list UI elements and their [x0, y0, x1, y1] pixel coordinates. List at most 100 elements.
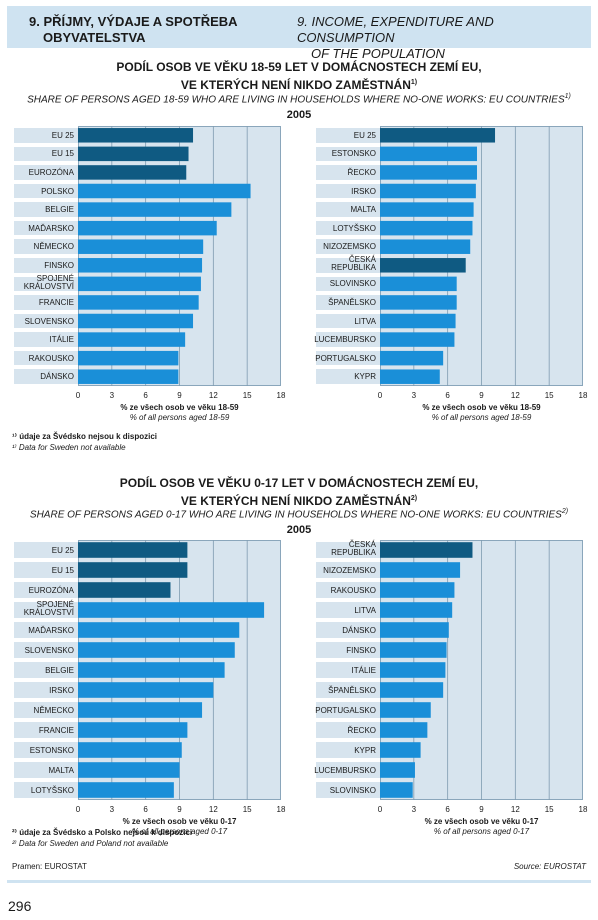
category-label: BELGIE [45, 665, 74, 675]
bar [380, 582, 455, 598]
bar [380, 239, 471, 254]
bar [78, 602, 265, 618]
chapter-header: 9. PŘÍJMY, VÝDAJE A SPOTŘEBA OBYVATELSTV… [7, 6, 591, 61]
category-label: MAĎARSKO [28, 625, 74, 635]
category-label: EU 15 [51, 565, 74, 575]
bar [78, 642, 235, 658]
bar [78, 276, 201, 292]
category-row-background [14, 622, 78, 638]
category-label: EU 25 [51, 130, 74, 140]
bar [380, 369, 440, 384]
category-label-column: EU 25 EU 15 EUROZÓNA POLSKO BELGIE MAĎARSKO NĚ… [12, 126, 78, 386]
bar [78, 682, 214, 698]
category-row-background [316, 128, 380, 143]
x-tick-label: 9 [177, 391, 182, 400]
x-tick-label: 15 [544, 391, 554, 400]
category-row-background [316, 742, 380, 758]
x-tick-label: 18 [276, 805, 286, 814]
bar [78, 662, 225, 678]
section1-subtitle-text: SHARE OF PERSONS AGED 18-59 WHO ARE LIVI… [27, 94, 565, 106]
category-label: IRSKO [351, 186, 376, 196]
category-label-column: EU 25 ESTONSKO ŘECKO IRSKO MALTA LOTYŠSKO NIZO… [314, 126, 380, 386]
bar-chart [78, 540, 265, 800]
category-label: NIZOZEMSKO [323, 565, 376, 575]
section1-title: PODÍL OSOB VE VĚKU 18-59 LET V DOMÁCNOST… [0, 60, 598, 93]
bar [380, 128, 496, 143]
x-tick-label: 3 [109, 805, 115, 814]
category-row-background [14, 276, 78, 292]
section1-subtitle-footnote: 1) [564, 93, 571, 100]
bar [78, 239, 204, 254]
bar [380, 183, 476, 199]
category-row-background [14, 313, 78, 329]
x-tick-label: 15 [242, 391, 252, 400]
bar [380, 258, 466, 273]
bar [78, 622, 240, 638]
category-row-background [14, 369, 78, 384]
category-label: LOTYŠSKO [332, 223, 376, 233]
category-row-background [14, 542, 78, 558]
category-label: PORTUGALSKO [315, 705, 376, 715]
category-label: FINSKO [44, 260, 74, 270]
x-tick-label: 0 [75, 805, 81, 814]
category-row-background [316, 183, 380, 199]
bar [380, 202, 474, 217]
bar [380, 146, 477, 162]
category-row-background [14, 562, 78, 578]
x-axis-label-cz: % ze všech osob ve věku 0-17 [122, 817, 237, 826]
category-row-background [14, 602, 78, 618]
category-label: SLOVINSKO [329, 279, 376, 289]
category-label: MAĎARSKO [28, 223, 74, 233]
bar [78, 742, 182, 758]
category-row-background [316, 662, 380, 678]
x-tick-label: 3 [411, 391, 417, 400]
chart-panel-4: ČESKÁ REPUBLIKA NIZOZEMSKO RAKOUSKO LITVA DÁ… [314, 540, 598, 840]
category-label: FINSKO [346, 645, 376, 655]
category-label-column: EU 25 EU 15 EUROZÓNA SPOJENÉ KRÁLOVSTVÍ MAĎA… [12, 540, 78, 800]
category-row-background [316, 369, 380, 384]
chapter-title-cz-line1: 9. PŘÍJMY, VÝDAJE A SPOTŘEBA [29, 14, 238, 29]
category-label: ŠPANĚLSKO [328, 685, 376, 695]
category-label: LUCEMBURSKO [314, 335, 376, 345]
section1-title-line2: VE KTERÝCH NENÍ NIKDO ZAMĚSTNÁN1) [0, 75, 598, 93]
x-tick-label: 0 [75, 391, 81, 400]
category-row-background [316, 313, 380, 329]
section2-title-line1: PODÍL OSOB VE VĚKU 0-17 LET V DOMÁCNOSTE… [119, 476, 479, 490]
category-label: KYPR [354, 372, 376, 382]
category-row-background [316, 542, 380, 558]
section1-note-en: ¹⁾ Data for Sweden not available [12, 443, 126, 452]
x-tick-label: 18 [276, 391, 286, 400]
category-label: LUCEMBURSKO [314, 765, 376, 775]
bar [380, 642, 447, 658]
category-row-background [316, 220, 380, 236]
chapter-title-en: 9. INCOME, EXPENDITURE AND CONSUMPTION O… [297, 14, 591, 62]
x-tick-label: 9 [177, 805, 182, 814]
section2-title: PODÍL OSOB VE VĚKU 0-17 LET V DOMÁCNOSTE… [0, 476, 598, 509]
category-label: ŘECKO [347, 167, 376, 177]
x-tick-label: 6 [143, 805, 148, 814]
category-label: RAKOUSKO [330, 585, 376, 595]
category-row-background [316, 295, 380, 310]
bar [380, 295, 457, 310]
bar-chart [78, 126, 251, 386]
bar [78, 313, 194, 329]
x-tick-label: 15 [242, 805, 252, 814]
category-row-background [316, 782, 380, 798]
bar [78, 258, 203, 273]
footer-rule [7, 880, 591, 883]
category-label: EUROZÓNA [28, 585, 74, 595]
category-label-column: ČESKÁ REPUBLIKA NIZOZEMSKO RAKOUSKO LITVA DÁ… [314, 540, 380, 800]
x-axis-label-en: % of all persons aged 0-17 [433, 827, 530, 836]
chart-panel-1: EU 25 EU 15 EUROZÓNA POLSKO BELGIE MAĎARSKO NĚ… [12, 126, 297, 426]
category-label: RAKOUSKO [28, 353, 74, 363]
bar [380, 662, 446, 678]
category-row-background [14, 220, 78, 236]
category-label: LITVA [354, 605, 376, 615]
bar [78, 295, 199, 310]
section2-subtitle-footnote: 2) [561, 508, 569, 515]
bar [380, 313, 456, 329]
category-label: DÁNSKO [342, 625, 376, 635]
bar [78, 128, 194, 143]
chapter-title-en-line1: 9. INCOME, EXPENDITURE AND CONSUMPTION [297, 14, 494, 45]
category-row-background [14, 146, 78, 162]
